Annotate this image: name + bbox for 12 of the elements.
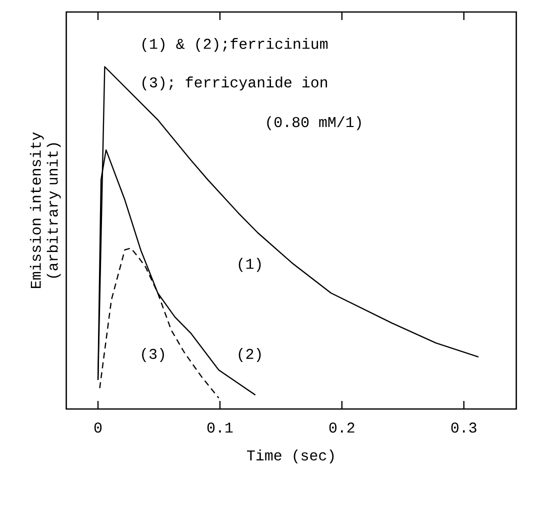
- x-tick-label: 0: [94, 422, 102, 433]
- x-tick-label: 0.2: [329, 422, 354, 433]
- x-tick-label: 0.3: [451, 422, 476, 433]
- x-tick-label: 0.1: [207, 422, 233, 433]
- y-axis-title: Emission intensity (arbitrary unit): [30, 132, 61, 288]
- text: (1) & (2);ferricinium: [142, 38, 328, 52]
- x-axis-title: Time (sec): [247, 450, 334, 464]
- annotation: (3): [142, 348, 164, 362]
- annotation: (1): [238, 258, 261, 272]
- annotation: (2): [238, 348, 261, 362]
- annotation: (3); ferricyanide ion: [142, 76, 327, 90]
- annotation: (0.80 mM/1): [267, 116, 361, 130]
